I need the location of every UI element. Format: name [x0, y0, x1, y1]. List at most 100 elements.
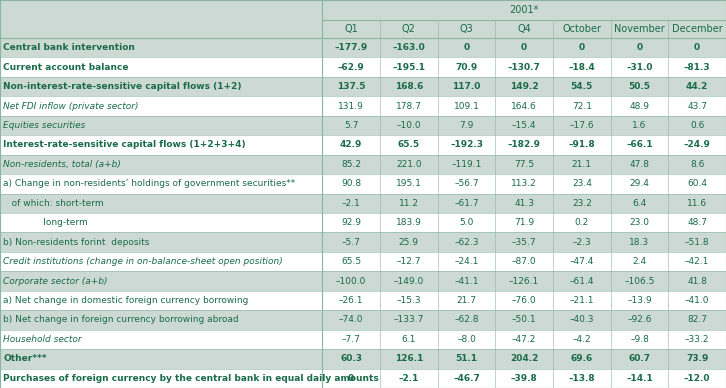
Text: Q2: Q2	[402, 24, 416, 34]
Text: 60.3: 60.3	[340, 354, 362, 363]
Text: Other***: Other***	[3, 354, 46, 363]
Text: –61.4: –61.4	[570, 277, 594, 286]
Text: 183.9: 183.9	[396, 218, 422, 227]
Bar	[0, 116, 726, 135]
Text: –9.8: –9.8	[630, 335, 649, 344]
Text: 149.2: 149.2	[510, 82, 539, 91]
Text: 50.5: 50.5	[629, 82, 650, 91]
Text: 43.7: 43.7	[688, 102, 707, 111]
Text: 60.7: 60.7	[629, 354, 650, 363]
Text: –24.1: –24.1	[454, 257, 478, 266]
Text: –50.1: –50.1	[512, 315, 537, 324]
Text: –5.7: –5.7	[342, 238, 361, 247]
Text: 21.1: 21.1	[572, 160, 592, 169]
Bar	[0, 232, 726, 252]
Text: 65.5: 65.5	[398, 140, 420, 149]
Bar	[0, 194, 726, 213]
Text: Q4: Q4	[518, 24, 531, 34]
Text: 6.4: 6.4	[632, 199, 647, 208]
Text: Purchases of foreign currency by the central bank in equal daily amounts: Purchases of foreign currency by the cen…	[3, 374, 379, 383]
Text: 0: 0	[348, 374, 354, 383]
Text: 168.6: 168.6	[395, 82, 423, 91]
Text: 2.4: 2.4	[632, 257, 647, 266]
Text: –2.1: –2.1	[342, 199, 361, 208]
Text: –7.7: –7.7	[342, 335, 361, 344]
Text: December: December	[672, 24, 722, 34]
Text: November: November	[614, 24, 665, 34]
Text: Q3: Q3	[460, 24, 473, 34]
Bar	[0, 349, 726, 369]
Text: 18.3: 18.3	[629, 238, 650, 247]
Text: –40.3: –40.3	[570, 315, 594, 324]
Text: 48.7: 48.7	[688, 218, 707, 227]
Text: –17.6: –17.6	[569, 121, 594, 130]
Text: 70.9: 70.9	[455, 63, 478, 72]
Text: 29.4: 29.4	[629, 179, 650, 188]
Text: 0.2: 0.2	[575, 218, 589, 227]
Text: –12.0: –12.0	[684, 374, 711, 383]
Text: 1.6: 1.6	[632, 121, 647, 130]
Text: –15.4: –15.4	[512, 121, 537, 130]
Text: 221.0: 221.0	[396, 160, 422, 169]
Bar	[0, 291, 726, 310]
Text: –126.1: –126.1	[509, 277, 539, 286]
Text: –192.3: –192.3	[450, 140, 483, 149]
Text: 11.6: 11.6	[687, 199, 707, 208]
Text: Q1: Q1	[344, 24, 358, 34]
Text: 41.8: 41.8	[688, 277, 707, 286]
Text: 51.1: 51.1	[455, 354, 478, 363]
Text: a) Net change in domestic foreign currency borrowing: a) Net change in domestic foreign curren…	[3, 296, 248, 305]
Text: –119.1: –119.1	[452, 160, 481, 169]
Text: –133.7: –133.7	[393, 315, 424, 324]
Text: –177.9: –177.9	[335, 43, 368, 52]
Text: –2.1: –2.1	[399, 374, 419, 383]
Text: Central bank intervention: Central bank intervention	[3, 43, 135, 52]
Text: –46.7: –46.7	[453, 374, 480, 383]
Text: 195.1: 195.1	[396, 179, 422, 188]
Bar	[0, 271, 726, 291]
Text: –15.3: –15.3	[396, 296, 421, 305]
Text: –24.9: –24.9	[684, 140, 711, 149]
Bar	[322, 20, 726, 38]
Text: –47.2: –47.2	[512, 335, 537, 344]
Text: October: October	[563, 24, 601, 34]
Text: –182.9: –182.9	[507, 140, 541, 149]
Text: 131.9: 131.9	[338, 102, 364, 111]
Text: Net FDI inflow (private sector): Net FDI inflow (private sector)	[3, 102, 139, 111]
Bar	[0, 57, 726, 77]
Bar	[0, 77, 726, 96]
Text: –56.7: –56.7	[454, 179, 479, 188]
Text: 137.5: 137.5	[337, 82, 365, 91]
Text: –12.7: –12.7	[396, 257, 421, 266]
Text: 60.4: 60.4	[688, 179, 707, 188]
Text: 0: 0	[579, 43, 585, 52]
Text: 0.6: 0.6	[690, 121, 704, 130]
Text: 178.7: 178.7	[396, 102, 422, 111]
Text: –14.1: –14.1	[626, 374, 653, 383]
Text: 47.8: 47.8	[629, 160, 650, 169]
Text: Equities securities: Equities securities	[3, 121, 86, 130]
Text: 6.1: 6.1	[401, 335, 416, 344]
Text: 90.8: 90.8	[341, 179, 362, 188]
Bar	[0, 330, 726, 349]
Text: Household sector: Household sector	[3, 335, 81, 344]
Bar	[0, 155, 726, 174]
Text: –41.1: –41.1	[454, 277, 478, 286]
Text: –106.5: –106.5	[624, 277, 655, 286]
Bar	[0, 174, 726, 194]
Text: 48.9: 48.9	[629, 102, 650, 111]
Text: –87.0: –87.0	[512, 257, 537, 266]
Text: 41.3: 41.3	[514, 199, 534, 208]
Bar	[322, 0, 726, 20]
Text: –18.4: –18.4	[568, 63, 595, 72]
Text: 126.1: 126.1	[395, 354, 423, 363]
Text: 164.6: 164.6	[511, 102, 537, 111]
Text: a) Change in non-residents’ holdings of government securities**: a) Change in non-residents’ holdings of …	[3, 179, 295, 188]
Text: –91.8: –91.8	[568, 140, 595, 149]
Text: –2.3: –2.3	[573, 238, 591, 247]
Text: 25.9: 25.9	[399, 238, 419, 247]
Text: –31.0: –31.0	[627, 63, 653, 72]
Text: 23.2: 23.2	[572, 199, 592, 208]
Text: –10.0: –10.0	[396, 121, 421, 130]
Text: –8.0: –8.0	[457, 335, 476, 344]
